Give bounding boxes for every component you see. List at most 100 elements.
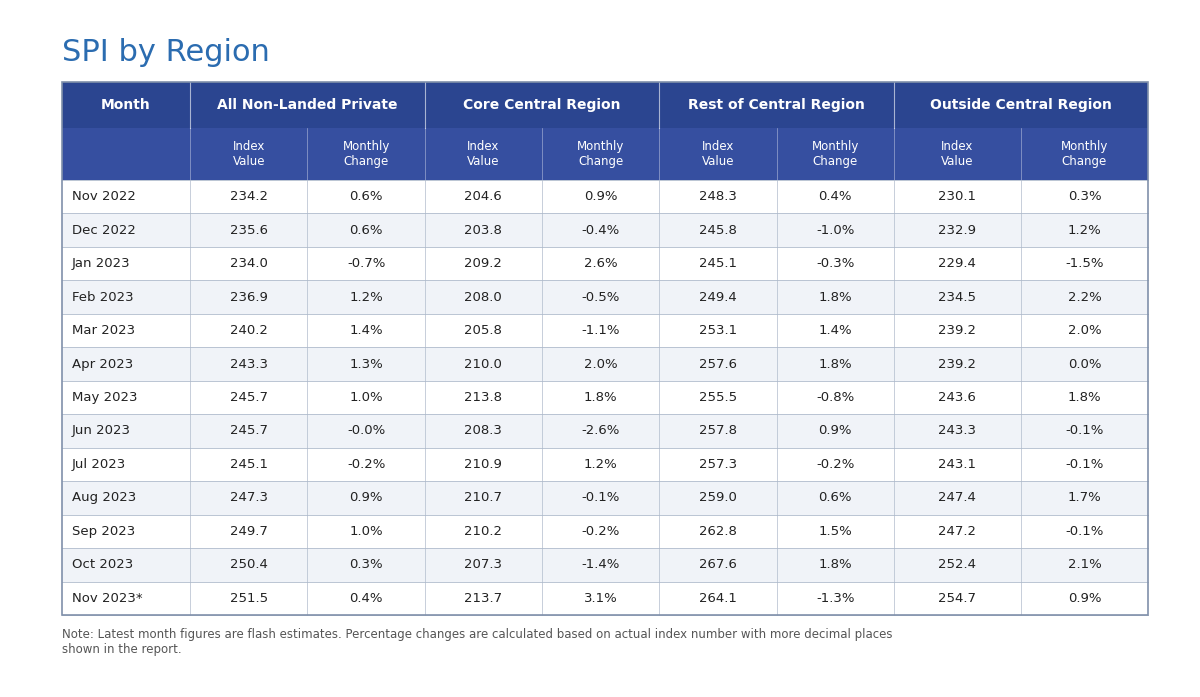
Text: Index
Value: Index Value — [941, 140, 973, 168]
Text: -0.3%: -0.3% — [816, 257, 854, 270]
Bar — [62, 414, 1148, 447]
Bar — [62, 447, 1148, 481]
Text: -0.8%: -0.8% — [816, 391, 854, 404]
Text: 234.0: 234.0 — [230, 257, 268, 270]
Text: 2.0%: 2.0% — [584, 358, 618, 371]
Text: 0.3%: 0.3% — [1068, 190, 1102, 204]
Text: 239.2: 239.2 — [938, 324, 977, 337]
Text: -0.7%: -0.7% — [347, 257, 385, 270]
Text: 2.2%: 2.2% — [1068, 291, 1102, 304]
Text: Core Central Region: Core Central Region — [463, 98, 620, 112]
Text: SPI by Region: SPI by Region — [62, 38, 270, 67]
Text: Oct 2023: Oct 2023 — [72, 558, 133, 572]
Text: Monthly
Change: Monthly Change — [1061, 140, 1108, 168]
Text: Outside Central Region: Outside Central Region — [930, 98, 1112, 112]
Text: 252.4: 252.4 — [938, 558, 977, 572]
Text: -1.0%: -1.0% — [816, 224, 854, 237]
Text: Nov 2022: Nov 2022 — [72, 190, 136, 204]
Text: 234.5: 234.5 — [938, 291, 977, 304]
Text: 243.3: 243.3 — [229, 358, 268, 371]
Text: 204.6: 204.6 — [464, 190, 503, 204]
Text: 0.6%: 0.6% — [349, 190, 383, 204]
Text: 1.5%: 1.5% — [818, 525, 852, 538]
Text: -1.5%: -1.5% — [1066, 257, 1104, 270]
Text: 1.4%: 1.4% — [349, 324, 383, 337]
Text: Month: Month — [101, 98, 151, 112]
Text: 243.3: 243.3 — [938, 424, 977, 438]
Text: Mar 2023: Mar 2023 — [72, 324, 136, 337]
Text: Monthly
Change: Monthly Change — [577, 140, 624, 168]
Text: -0.2%: -0.2% — [582, 525, 620, 538]
Text: 255.5: 255.5 — [698, 391, 737, 404]
Text: -1.4%: -1.4% — [582, 558, 620, 572]
Text: 245.1: 245.1 — [698, 257, 737, 270]
Text: 2.0%: 2.0% — [1068, 324, 1102, 337]
Text: All Non-Landed Private: All Non-Landed Private — [217, 98, 397, 112]
Text: 239.2: 239.2 — [938, 358, 977, 371]
Text: 210.9: 210.9 — [464, 458, 503, 471]
Text: -0.5%: -0.5% — [582, 291, 620, 304]
Text: 208.0: 208.0 — [464, 291, 503, 304]
Bar — [62, 481, 1148, 514]
Text: 210.2: 210.2 — [464, 525, 503, 538]
Text: Index
Value: Index Value — [467, 140, 499, 168]
Text: Monthly
Change: Monthly Change — [811, 140, 859, 168]
Text: -2.6%: -2.6% — [582, 424, 620, 438]
Text: 2.1%: 2.1% — [1068, 558, 1102, 572]
Text: May 2023: May 2023 — [72, 391, 138, 404]
Text: 1.2%: 1.2% — [1068, 224, 1102, 237]
Text: Rest of Central Region: Rest of Central Region — [688, 98, 865, 112]
Bar — [62, 128, 1148, 180]
Text: 245.7: 245.7 — [229, 391, 268, 404]
Text: 243.1: 243.1 — [938, 458, 977, 471]
Text: 209.2: 209.2 — [464, 257, 503, 270]
Text: 1.8%: 1.8% — [818, 358, 852, 371]
Text: 257.6: 257.6 — [698, 358, 737, 371]
Bar — [62, 347, 1148, 381]
Text: 1.2%: 1.2% — [583, 458, 618, 471]
Text: 1.4%: 1.4% — [818, 324, 852, 337]
Text: 235.6: 235.6 — [229, 224, 268, 237]
Text: Index
Value: Index Value — [702, 140, 734, 168]
Text: 262.8: 262.8 — [700, 525, 737, 538]
Text: 234.2: 234.2 — [229, 190, 268, 204]
Text: 1.8%: 1.8% — [1068, 391, 1102, 404]
Text: 3.1%: 3.1% — [583, 592, 618, 605]
Text: 257.8: 257.8 — [698, 424, 737, 438]
Text: 230.1: 230.1 — [938, 190, 977, 204]
Text: 0.4%: 0.4% — [349, 592, 383, 605]
Text: 0.3%: 0.3% — [349, 558, 383, 572]
Text: -1.1%: -1.1% — [582, 324, 620, 337]
Text: 0.9%: 0.9% — [349, 491, 383, 505]
Text: Sep 2023: Sep 2023 — [72, 525, 136, 538]
Text: 207.3: 207.3 — [464, 558, 503, 572]
Text: -0.2%: -0.2% — [816, 458, 854, 471]
Text: Aug 2023: Aug 2023 — [72, 491, 137, 505]
Bar — [62, 82, 1148, 128]
Bar — [62, 514, 1148, 548]
Text: 203.8: 203.8 — [464, 224, 503, 237]
Text: 1.7%: 1.7% — [1068, 491, 1102, 505]
Text: 247.2: 247.2 — [938, 525, 977, 538]
Text: -0.2%: -0.2% — [347, 458, 385, 471]
Bar — [62, 314, 1148, 347]
Text: 249.4: 249.4 — [700, 291, 737, 304]
Text: Jun 2023: Jun 2023 — [72, 424, 131, 438]
Text: 250.4: 250.4 — [230, 558, 268, 572]
Text: Monthly
Change: Monthly Change — [342, 140, 390, 168]
Text: 253.1: 253.1 — [698, 324, 737, 337]
Text: 248.3: 248.3 — [700, 190, 737, 204]
Text: 254.7: 254.7 — [938, 592, 977, 605]
Text: 0.0%: 0.0% — [1068, 358, 1102, 371]
Text: 0.9%: 0.9% — [818, 424, 852, 438]
Text: 245.8: 245.8 — [700, 224, 737, 237]
Text: 251.5: 251.5 — [229, 592, 268, 605]
Text: 249.7: 249.7 — [230, 525, 268, 538]
Text: 259.0: 259.0 — [700, 491, 737, 505]
Bar — [62, 213, 1148, 247]
Text: 245.1: 245.1 — [229, 458, 268, 471]
Text: 240.2: 240.2 — [230, 324, 268, 337]
Text: 1.2%: 1.2% — [349, 291, 383, 304]
Text: 232.9: 232.9 — [938, 224, 977, 237]
Text: 247.3: 247.3 — [229, 491, 268, 505]
